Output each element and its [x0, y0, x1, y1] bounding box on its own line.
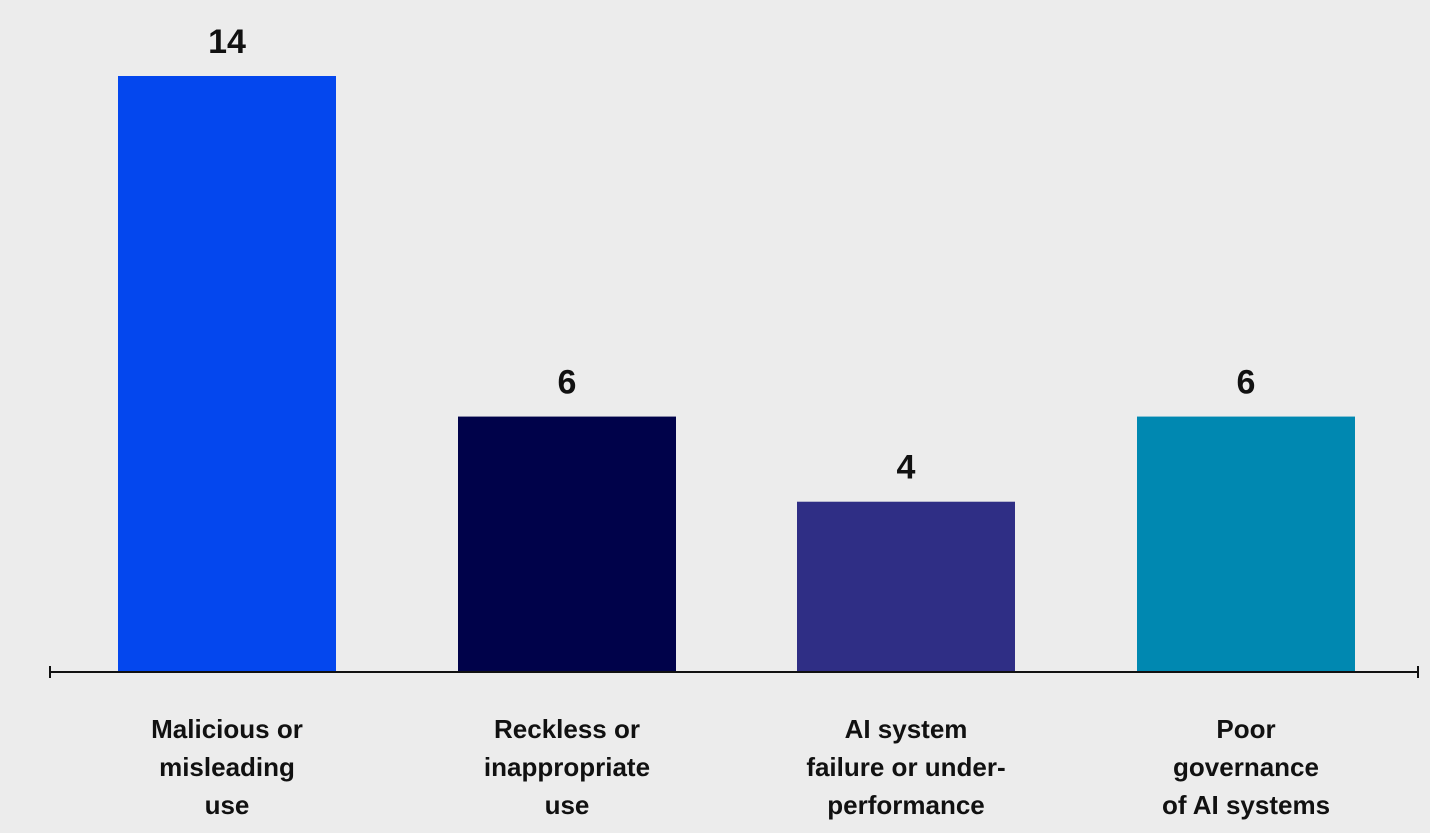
value-labels: 14 6 4 6 — [208, 23, 1255, 487]
category-label-2: Reckless or inappropriate use — [484, 714, 650, 820]
category-label-line: Poor — [1216, 714, 1275, 744]
category-label-4: Poor governance of AI systems — [1162, 714, 1330, 820]
category-label-line: failure or under- — [806, 752, 1005, 782]
category-label-line: use — [545, 790, 590, 820]
bar-4 — [1137, 416, 1355, 672]
category-label-1: Malicious or misleading use — [151, 714, 303, 820]
category-label-line: Malicious or — [151, 714, 303, 744]
value-label-4: 6 — [1237, 364, 1256, 402]
category-label-line: AI system — [845, 714, 968, 744]
category-label-line: performance — [827, 790, 985, 820]
category-label-line: use — [205, 790, 250, 820]
category-label-3: AI system failure or under-performance — [806, 714, 1005, 820]
value-label-1: 14 — [208, 23, 246, 61]
bar-2 — [458, 416, 676, 672]
category-label-line: of AI systems — [1162, 790, 1330, 820]
bars — [118, 76, 1355, 672]
bar-3 — [797, 501, 1015, 672]
x-axis — [49, 666, 1419, 678]
category-label-line: Reckless or — [494, 714, 640, 744]
category-labels: Malicious or misleading use Reckless or inap… — [151, 714, 1330, 820]
category-label-line: governance — [1173, 752, 1319, 782]
category-label-line: inappropriate — [484, 752, 650, 782]
bar-1 — [118, 76, 336, 672]
category-label-line: misleading — [159, 752, 295, 782]
value-label-2: 6 — [558, 364, 577, 402]
value-label-3: 4 — [897, 449, 916, 487]
